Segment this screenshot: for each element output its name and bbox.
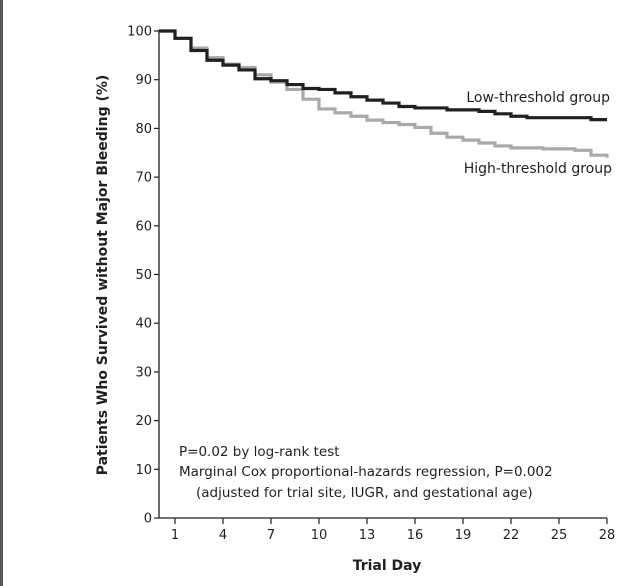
x-tick-label-1: 1: [171, 528, 179, 543]
y-tick-label-90: 90: [135, 73, 152, 88]
y-ticks: 0 10 20 30 40 50 60 70 80 90 100: [127, 25, 159, 527]
y-axis-title: Patients Who Survived without Major Blee…: [95, 75, 111, 476]
y-tick-label-40: 40: [135, 317, 152, 332]
y-tick-label-80: 80: [135, 122, 152, 137]
annotation-logrank: P=0.02 by log-rank test: [179, 444, 340, 460]
x-tick-label-7: 7: [267, 528, 275, 543]
y-tick-label-60: 60: [135, 219, 152, 234]
x-tick-label-16: 16: [407, 528, 424, 543]
series-layer: [159, 29, 609, 158]
y-tick-label-100: 100: [127, 25, 152, 40]
y-tick-label-50: 50: [135, 268, 152, 283]
x-tick-label-10: 10: [311, 528, 328, 543]
y-tick-label-20: 20: [135, 414, 152, 429]
y-tick-label-0: 0: [144, 512, 152, 527]
y-tick-label-10: 10: [135, 463, 152, 478]
x-ticks: 1 4 7 10 13 16 19 22 25 28: [171, 518, 615, 543]
x-axis-title: Trial Day: [353, 558, 422, 574]
left-border-rule: [0, 0, 3, 586]
annotation-cox: Marginal Cox proportional-hazards regres…: [179, 464, 553, 480]
x-tick-label-25: 25: [551, 528, 568, 543]
annotation-adjusted: (adjusted for trial site, IUGR, and gest…: [196, 485, 533, 501]
x-tick-label-19: 19: [455, 528, 472, 543]
legend-low-threshold: Low-threshold group: [466, 90, 610, 106]
x-tick-label-4: 4: [219, 528, 227, 543]
series-line-low-threshold-group: [159, 29, 607, 122]
x-tick-label-22: 22: [503, 528, 520, 543]
y-tick-label-70: 70: [135, 171, 152, 186]
y-tick-label-30: 30: [135, 365, 152, 380]
x-tick-label-13: 13: [359, 528, 376, 543]
x-tick-label-28: 28: [599, 528, 616, 543]
legend-high-threshold: High-threshold group: [464, 161, 612, 177]
